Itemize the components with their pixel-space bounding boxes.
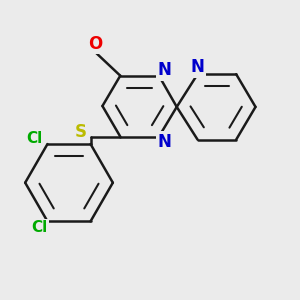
Text: Cl: Cl xyxy=(31,220,48,235)
Text: S: S xyxy=(75,123,87,141)
Text: N: N xyxy=(157,61,171,79)
Text: N: N xyxy=(157,133,171,151)
Text: Cl: Cl xyxy=(26,130,42,146)
Text: N: N xyxy=(190,58,205,76)
Text: O: O xyxy=(88,34,102,52)
